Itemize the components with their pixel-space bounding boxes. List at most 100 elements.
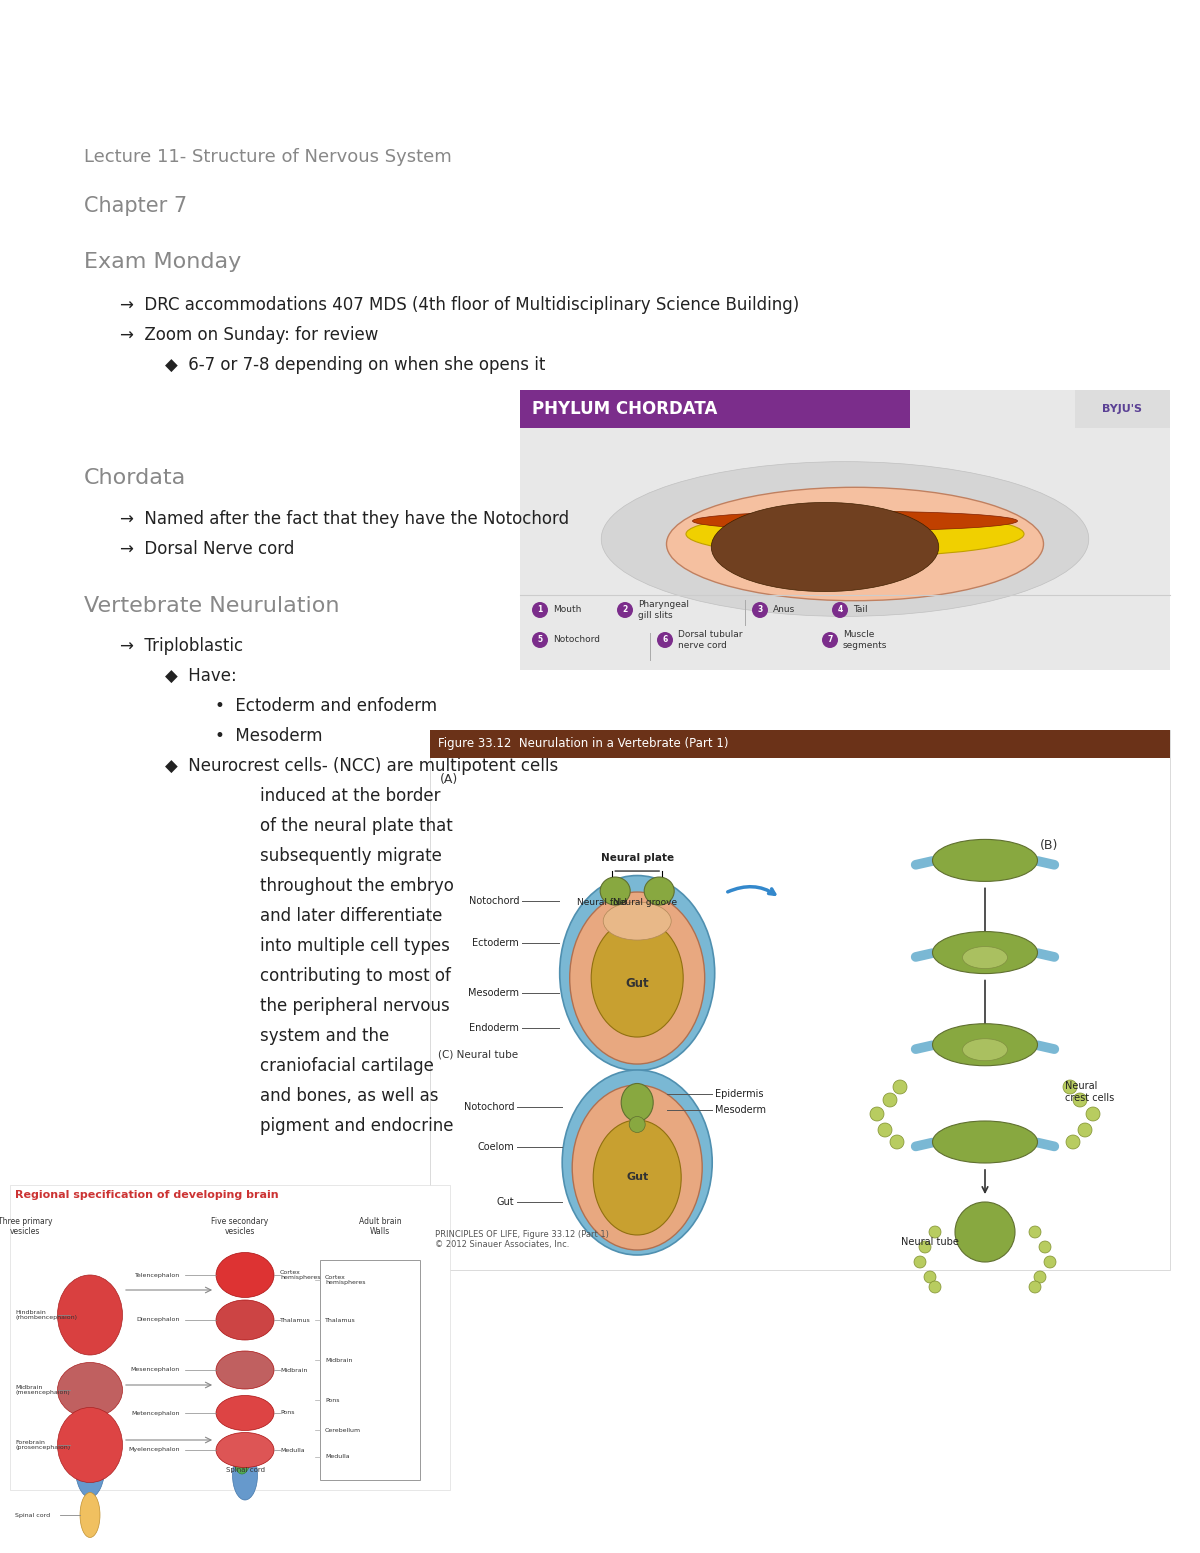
Text: Thalamus: Thalamus	[325, 1317, 355, 1323]
Circle shape	[890, 1135, 904, 1149]
FancyArrowPatch shape	[916, 1143, 932, 1146]
Text: ◆  Have:: ◆ Have:	[166, 666, 236, 685]
Text: Midbrain
(mesencephalon): Midbrain (mesencephalon)	[14, 1385, 70, 1396]
Text: Metencephalon: Metencephalon	[132, 1410, 180, 1415]
Text: Figure 33.12  Neurulation in a Vertebrate (Part 1): Figure 33.12 Neurulation in a Vertebrate…	[438, 738, 728, 750]
FancyArrowPatch shape	[1038, 1143, 1055, 1146]
Circle shape	[929, 1281, 941, 1294]
Text: Tail: Tail	[853, 606, 868, 615]
Text: Gut: Gut	[497, 1197, 515, 1208]
Text: Neural plate: Neural plate	[601, 853, 673, 863]
Ellipse shape	[563, 1070, 713, 1255]
Text: Neural
crest cells: Neural crest cells	[1066, 1081, 1115, 1103]
Text: Medulla: Medulla	[280, 1447, 305, 1452]
Ellipse shape	[601, 461, 1088, 617]
Circle shape	[658, 632, 673, 648]
Text: Mouth: Mouth	[553, 606, 581, 615]
Ellipse shape	[592, 919, 683, 1037]
Ellipse shape	[932, 1023, 1038, 1065]
Text: Diencephalon: Diencephalon	[137, 1317, 180, 1323]
Bar	[1075, 390, 1170, 429]
Ellipse shape	[932, 1121, 1038, 1163]
Text: 4: 4	[838, 606, 842, 615]
Text: Cortex
hemispheres: Cortex hemispheres	[325, 1275, 366, 1286]
Ellipse shape	[233, 1451, 258, 1500]
Text: contributing to most of: contributing to most of	[260, 968, 451, 985]
Text: Notochord: Notochord	[463, 1103, 515, 1112]
Text: Thalamus: Thalamus	[280, 1317, 311, 1323]
Text: into multiple cell types: into multiple cell types	[260, 936, 450, 955]
Text: →  Zoom on Sunday: for review: → Zoom on Sunday: for review	[120, 326, 378, 345]
Circle shape	[629, 1117, 646, 1132]
Circle shape	[929, 1225, 941, 1238]
Text: Notochord: Notochord	[469, 896, 520, 905]
Text: Chapter 7: Chapter 7	[84, 196, 187, 216]
Bar	[520, 390, 1170, 669]
Text: ◆  6-7 or 7-8 depending on when she opens it: ◆ 6-7 or 7-8 depending on when she opens…	[166, 356, 545, 374]
FancyArrowPatch shape	[916, 1045, 932, 1050]
Text: (C) Neural tube: (C) Neural tube	[438, 1050, 518, 1059]
Ellipse shape	[216, 1432, 274, 1468]
Text: Spinal cord: Spinal cord	[226, 1468, 264, 1472]
Text: Forebrain
(prosencephalon): Forebrain (prosencephalon)	[14, 1440, 70, 1451]
Text: Neural fold: Neural fold	[577, 898, 628, 907]
Text: Pons: Pons	[280, 1410, 294, 1415]
Ellipse shape	[604, 902, 671, 940]
Text: Neural groove: Neural groove	[613, 898, 677, 907]
Text: Coelom: Coelom	[478, 1143, 515, 1152]
Ellipse shape	[962, 947, 1008, 969]
Circle shape	[617, 603, 634, 618]
Text: →  Named after the fact that they have the Notochord: → Named after the fact that they have th…	[120, 509, 569, 528]
Text: the peripheral nervous: the peripheral nervous	[260, 997, 450, 1016]
Text: of the neural plate that: of the neural plate that	[260, 817, 452, 836]
FancyArrowPatch shape	[1038, 954, 1055, 957]
Circle shape	[1073, 1093, 1087, 1107]
Text: Anus: Anus	[773, 606, 796, 615]
Text: Regional specification of developing brain: Regional specification of developing bra…	[14, 1190, 278, 1200]
Text: 1: 1	[538, 606, 542, 615]
Text: Epidermis: Epidermis	[715, 1090, 763, 1100]
FancyArrowPatch shape	[1038, 1045, 1055, 1050]
Ellipse shape	[216, 1253, 274, 1297]
Text: ◆  Neurocrest cells- (NCC) are multipotent cells: ◆ Neurocrest cells- (NCC) are multipoten…	[166, 756, 558, 775]
Ellipse shape	[559, 876, 715, 1070]
Bar	[430, 730, 1170, 1270]
Text: Mesencephalon: Mesencephalon	[131, 1368, 180, 1373]
Text: Chordata: Chordata	[84, 467, 186, 488]
Circle shape	[878, 1123, 892, 1137]
Text: BYJU'S: BYJU'S	[1102, 404, 1142, 415]
Text: Notochord: Notochord	[553, 635, 600, 644]
Ellipse shape	[216, 1300, 274, 1340]
Circle shape	[1030, 1225, 1042, 1238]
FancyArrowPatch shape	[1038, 860, 1055, 865]
Text: system and the: system and the	[260, 1027, 389, 1045]
Circle shape	[924, 1270, 936, 1283]
Ellipse shape	[233, 1437, 251, 1474]
Text: Gut: Gut	[626, 1173, 648, 1182]
Text: 5: 5	[538, 635, 542, 644]
Ellipse shape	[570, 891, 704, 1064]
Text: craniofacial cartilage: craniofacial cartilage	[260, 1058, 434, 1075]
Text: Dorsal tubular
nerve cord: Dorsal tubular nerve cord	[678, 631, 743, 649]
Text: Gut: Gut	[625, 977, 649, 989]
Ellipse shape	[686, 511, 1024, 556]
Ellipse shape	[58, 1275, 122, 1356]
Circle shape	[1044, 1256, 1056, 1267]
Ellipse shape	[600, 877, 630, 905]
Ellipse shape	[712, 503, 938, 592]
Text: Lecture 11- Structure of Nervous System: Lecture 11- Structure of Nervous System	[84, 148, 451, 166]
Text: and later differentiate: and later differentiate	[260, 907, 443, 926]
Text: Three primary
vesicles: Three primary vesicles	[0, 1218, 53, 1236]
Text: Hindbrain
(rhombencephalon): Hindbrain (rhombencephalon)	[14, 1309, 77, 1320]
Ellipse shape	[666, 488, 1044, 601]
Text: Exam Monday: Exam Monday	[84, 252, 241, 272]
Ellipse shape	[216, 1396, 274, 1430]
Circle shape	[1086, 1107, 1100, 1121]
Text: 3: 3	[757, 606, 763, 615]
Ellipse shape	[74, 1432, 106, 1497]
Text: →  DRC accommodations 407 MDS (4th floor of Multidisciplinary Science Building): → DRC accommodations 407 MDS (4th floor …	[120, 297, 799, 314]
Text: →  Dorsal Nerve cord: → Dorsal Nerve cord	[120, 540, 294, 558]
Text: throughout the embryo: throughout the embryo	[260, 877, 454, 895]
Text: Mesoderm: Mesoderm	[715, 1106, 767, 1115]
Ellipse shape	[593, 1120, 682, 1235]
